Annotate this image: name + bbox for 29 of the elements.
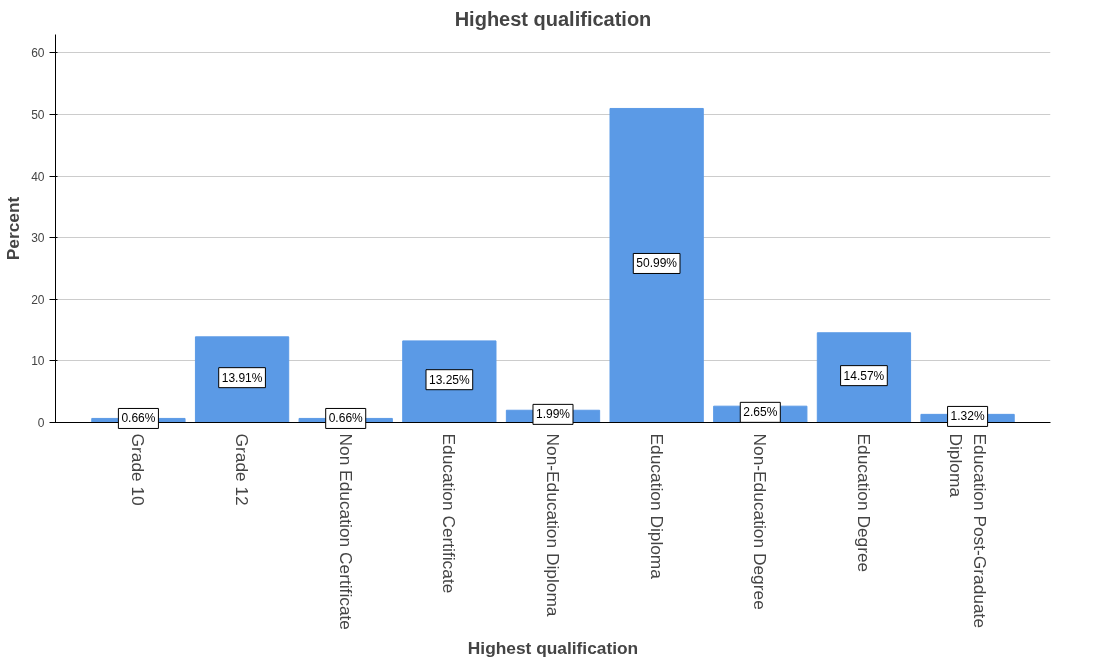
y-tick-label: 60: [31, 46, 45, 61]
data-label: 2.65%: [743, 405, 778, 420]
bar: [609, 107, 704, 423]
data-label: 13.91%: [221, 370, 263, 385]
y-tick-label: 30: [31, 231, 45, 246]
x-tick-label: Non-Education Diploma: [543, 433, 563, 617]
y-tick-label: 0: [37, 416, 45, 430]
chart-title: Highest qualification: [454, 7, 652, 30]
x-tick-label: Non-Education Degree: [750, 433, 771, 610]
x-axis-title: Highest qualification: [467, 637, 639, 658]
data-label: 0.66%: [121, 411, 156, 426]
x-tick-label: Education Certificate: [439, 433, 460, 594]
x-tick-label: Grade 10: [128, 433, 149, 506]
y-tick-label: 50: [31, 108, 45, 123]
y-axis-title: Percent: [3, 196, 24, 261]
y-tick-label: 40: [31, 169, 45, 184]
data-label: 0.66%: [328, 411, 364, 426]
x-tick-label: Education Post-Graduate Diploma: [945, 433, 990, 629]
data-label: 1.32%: [950, 409, 985, 424]
y-tick-label: 20: [31, 292, 45, 307]
data-label: 50.99%: [636, 256, 678, 271]
x-tick-label: Education Diploma: [646, 433, 667, 580]
x-tick-label: Education Degree: [853, 433, 874, 573]
x-tick-label: Grade 12: [232, 433, 253, 506]
x-tick-label: Non Education Certificate: [335, 433, 356, 630]
data-label: 13.25%: [429, 372, 471, 387]
y-tick-label: 10: [31, 354, 45, 369]
data-label: 1.99%: [535, 407, 571, 422]
data-label: 14.57%: [843, 368, 885, 383]
